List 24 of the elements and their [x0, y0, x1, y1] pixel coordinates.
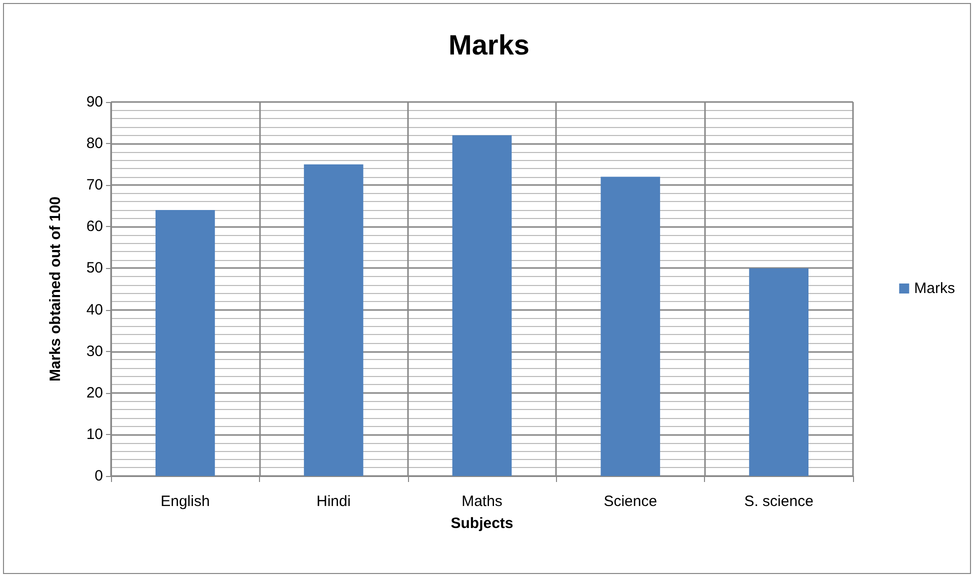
y-tick-label: 70: [86, 176, 103, 194]
bar: [749, 268, 808, 476]
x-tick-label: Maths: [462, 493, 502, 510]
y-tick-label: 40: [86, 301, 103, 318]
y-tick-label: 0: [94, 468, 103, 484]
y-tick-label: 90: [86, 94, 103, 110]
y-axis-title: Marks obtained out of 100: [47, 196, 64, 382]
x-tick-label: Hindi: [316, 493, 351, 510]
legend-label: Marks: [914, 280, 956, 297]
y-tick-label: 50: [86, 260, 103, 277]
bar: [452, 135, 512, 476]
bar: [156, 210, 215, 476]
bar: [304, 164, 364, 476]
chart-title: Marks: [448, 30, 530, 60]
x-axis-title: Subjects: [450, 515, 514, 532]
y-tick-label: 10: [86, 426, 103, 443]
y-tick-label: 30: [86, 342, 103, 360]
bar: [600, 176, 660, 476]
y-tick-label: 80: [86, 135, 103, 152]
y-tick-label: 20: [86, 384, 103, 402]
x-tick-label: English: [160, 493, 210, 510]
y-tick-label: 60: [86, 218, 103, 236]
x-tick-label: S. science: [744, 493, 814, 510]
x-tick-label: Science: [604, 493, 658, 510]
